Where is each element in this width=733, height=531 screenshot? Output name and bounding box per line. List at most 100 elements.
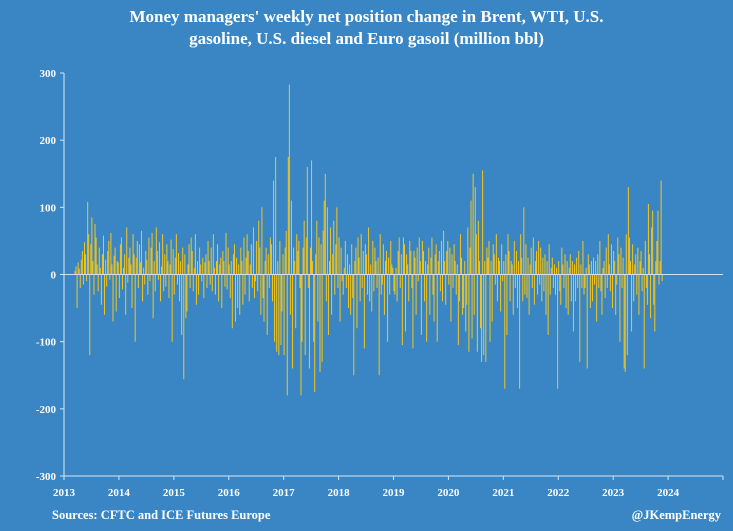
x-tick-label: 2020 (437, 487, 460, 499)
bar (79, 274, 81, 288)
bar (131, 274, 133, 309)
bar (528, 274, 530, 315)
bar (477, 220, 479, 275)
bar (282, 254, 284, 275)
bar (374, 247, 376, 275)
bar (132, 234, 134, 275)
bar (405, 274, 407, 332)
bar (614, 261, 616, 275)
bar (383, 274, 385, 315)
bar (525, 244, 527, 275)
bar (244, 274, 246, 295)
y-tick-label: 300 (40, 68, 57, 80)
bar (94, 224, 96, 275)
bar (279, 240, 281, 275)
chart-title-line-2: gasoline, U.S. diesel and Euro gasoil (m… (189, 29, 544, 48)
bar (174, 257, 176, 275)
bar (563, 274, 565, 288)
bar (239, 274, 241, 315)
bar (448, 274, 450, 285)
bar (321, 274, 323, 362)
bar (149, 274, 151, 282)
bar (490, 261, 492, 275)
bar (228, 264, 230, 275)
bar (297, 250, 299, 275)
bar (290, 200, 292, 275)
bar (343, 267, 345, 275)
bar (533, 274, 535, 305)
bar (185, 274, 187, 319)
bar (340, 247, 342, 275)
bar (645, 274, 647, 288)
bar (571, 261, 573, 275)
bar (475, 234, 477, 275)
bar (539, 274, 541, 285)
bar (599, 240, 601, 275)
bar (482, 170, 484, 275)
bar (78, 268, 80, 275)
bar (122, 274, 124, 290)
bar (403, 244, 405, 275)
bar (262, 274, 264, 299)
bar (133, 254, 135, 275)
bar (636, 274, 638, 295)
bar (431, 237, 433, 275)
bar (569, 254, 571, 275)
bar (593, 257, 595, 275)
x-tick-label: 2018 (328, 487, 351, 499)
x-tick-label: 2024 (657, 487, 680, 499)
bar (281, 274, 283, 312)
bar (390, 240, 392, 275)
bar (249, 264, 251, 275)
bar (203, 274, 205, 299)
bar (429, 274, 431, 315)
bar (280, 274, 282, 346)
bar (415, 274, 417, 315)
bar (548, 244, 550, 275)
bar (574, 264, 576, 275)
bar (625, 234, 627, 275)
bar (141, 230, 143, 275)
bar (76, 274, 78, 309)
bar (314, 274, 316, 393)
bar (175, 234, 177, 275)
bar (493, 254, 495, 275)
bar (339, 274, 341, 322)
sources-note: Sources: CFTC and ICE Futures Europe (52, 508, 271, 522)
bar (446, 250, 448, 275)
bar (288, 84, 290, 275)
bar (559, 274, 561, 292)
bar (108, 240, 110, 275)
bar (358, 257, 360, 275)
bar (529, 264, 531, 275)
bar (83, 242, 85, 275)
bar (401, 274, 403, 346)
bar (594, 274, 596, 285)
bar (128, 257, 130, 275)
x-tick-label: 2021 (492, 487, 514, 499)
bar (610, 244, 612, 275)
bar (467, 227, 469, 275)
bar (586, 274, 588, 369)
bar (225, 232, 227, 275)
bar (398, 237, 400, 275)
bar (417, 274, 419, 282)
bar (112, 274, 114, 322)
bar (169, 264, 171, 275)
bar (601, 274, 603, 315)
bar (514, 274, 516, 288)
bar (650, 274, 652, 319)
bar (444, 261, 446, 275)
y-tick-label: 100 (40, 202, 57, 214)
bar (519, 274, 521, 389)
bar (424, 274, 426, 302)
bar (589, 274, 591, 309)
bar (659, 261, 661, 275)
bar (105, 259, 107, 275)
bar (360, 234, 362, 275)
bar (294, 261, 296, 275)
bar (307, 274, 309, 288)
bar (531, 274, 533, 288)
bar (350, 274, 352, 315)
bar (457, 274, 459, 346)
